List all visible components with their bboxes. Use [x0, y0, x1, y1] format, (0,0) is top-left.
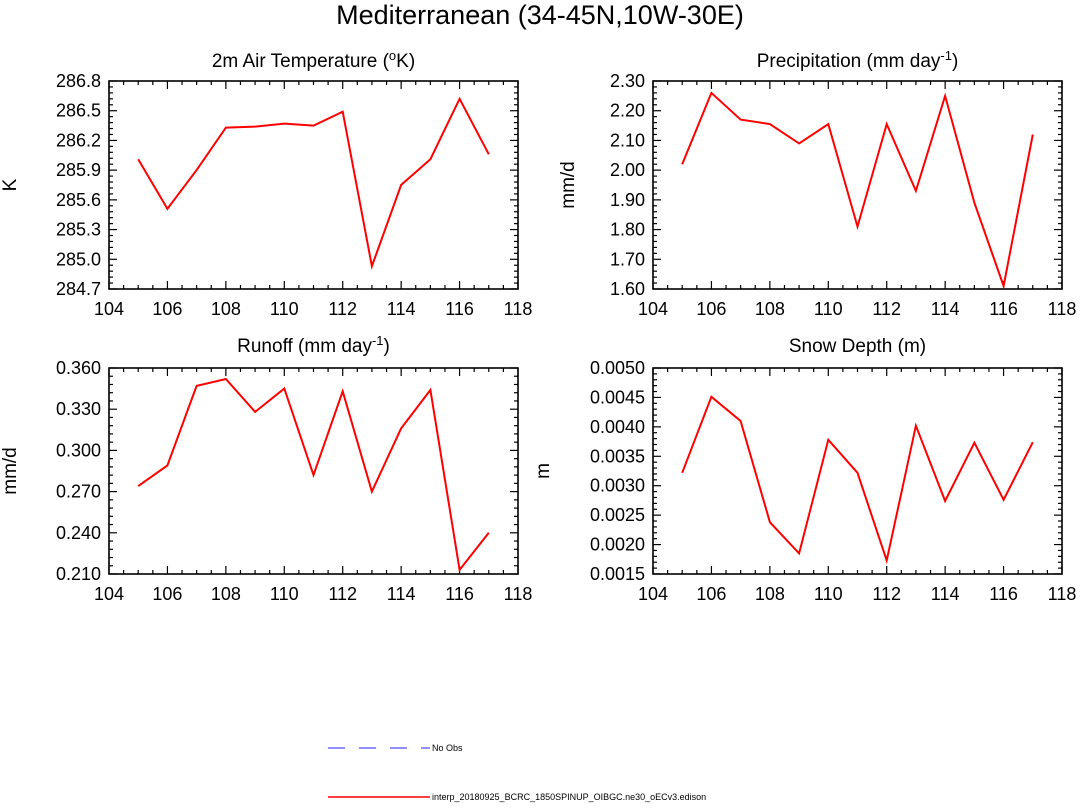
series-line — [681, 91, 1034, 290]
plot-frame — [652, 80, 1063, 290]
chart-title: 2m Air Temperature (oK) — [212, 48, 415, 72]
x-tick-label: 106 — [152, 299, 182, 319]
x-tick-label: 116 — [445, 299, 474, 319]
y-tick-label: 1.60 — [610, 279, 645, 299]
y-tick-label: 0.210 — [56, 564, 101, 584]
y-tick-label: 286.5 — [56, 101, 101, 121]
x-tick-label: 118 — [504, 299, 533, 319]
y-tick-label: 0.0045 — [590, 387, 645, 407]
y-tick-label: 0.270 — [56, 482, 101, 502]
x-tick-label: 114 — [931, 584, 960, 604]
chart-panel: Precipitation (mm day-1) mm/d 104 106 108 110… — [558, 48, 1076, 319]
x-tick-label: 114 — [387, 299, 416, 319]
x-tick-label: 108 — [755, 584, 785, 604]
y-tick-label: 0.0030 — [590, 476, 645, 496]
x-tick-label: 104 — [638, 299, 668, 319]
legend-label: interp_20180925_BCRC_1850SPINUP_OIBGC.ne… — [432, 792, 706, 802]
x-tick-label: 106 — [696, 584, 726, 604]
y-tick-label: 0.360 — [56, 358, 101, 378]
y-tick-label: 2.00 — [610, 160, 645, 180]
x-tick-label: 116 — [445, 584, 474, 604]
y-tick-label: 2.20 — [610, 101, 645, 121]
chart-panel: Runoff (mm day-1) mm/d 104 106 108 110 112 114 1… — [0, 333, 532, 604]
x-tick-label: 110 — [814, 299, 843, 319]
x-tick-label: 110 — [814, 584, 843, 604]
chart-title: Precipitation (mm day-1) — [757, 48, 959, 72]
y-tick-label: 285.6 — [56, 190, 101, 210]
y-axis-label: m — [533, 463, 554, 479]
x-tick-label: 108 — [755, 299, 785, 319]
legend-label: No Obs — [432, 743, 463, 753]
y-tick-label: 1.80 — [610, 220, 645, 240]
y-tick-label: 285.3 — [56, 220, 101, 240]
x-tick-label: 104 — [638, 584, 668, 604]
y-tick-label: 0.0025 — [590, 505, 645, 525]
y-tick-label: 0.0020 — [590, 535, 645, 555]
x-tick-label: 108 — [211, 584, 241, 604]
x-tick-label: 114 — [931, 299, 960, 319]
y-tick-label: 285.0 — [56, 249, 101, 269]
x-tick-label: 118 — [1048, 299, 1077, 319]
plot-frame — [108, 80, 519, 290]
x-tick-label: 114 — [387, 584, 416, 604]
x-tick-label: 104 — [94, 299, 124, 319]
y-tick-label: 0.0035 — [590, 446, 645, 466]
x-tick-label: 110 — [270, 584, 299, 604]
x-tick-label: 112 — [872, 299, 901, 319]
y-tick-label: 2.30 — [610, 71, 645, 91]
x-tick-label: 106 — [696, 299, 726, 319]
x-tick-label: 106 — [152, 584, 182, 604]
series-line — [137, 377, 490, 573]
series-line — [137, 96, 490, 270]
chart-panel: 2m Air Temperature (oK) K 104 106 108 110 112 1… — [0, 48, 532, 319]
x-tick-label: 112 — [328, 584, 357, 604]
chart-title: Runoff (mm day-1) — [237, 333, 390, 357]
y-axis-label: mm/d — [558, 161, 579, 209]
x-tick-label: 118 — [1048, 584, 1077, 604]
y-tick-label: 0.240 — [56, 523, 101, 543]
y-tick-label: 0.0015 — [590, 564, 645, 584]
x-tick-label: 118 — [504, 584, 533, 604]
chart-panel: Snow Depth (m) m 104 106 108 110 112 114 116 118 0… — [533, 336, 1076, 604]
x-tick-label: 116 — [989, 584, 1018, 604]
x-tick-label: 112 — [872, 584, 901, 604]
x-tick-label: 104 — [94, 584, 124, 604]
y-tick-label: 285.9 — [56, 160, 101, 180]
plot-frame — [108, 367, 519, 575]
y-tick-label: 0.330 — [56, 399, 101, 419]
x-tick-label: 110 — [270, 299, 299, 319]
y-tick-label: 0.0050 — [590, 358, 645, 378]
y-tick-label: 284.7 — [56, 279, 101, 299]
y-axis-label: mm/d — [0, 447, 21, 495]
y-tick-label: 0.300 — [56, 440, 101, 460]
series-line — [681, 395, 1034, 565]
y-axis-label: K — [0, 178, 21, 191]
y-tick-label: 1.90 — [610, 190, 645, 210]
y-tick-label: 0.0040 — [590, 417, 645, 437]
legend: No Obs interp_20180925_BCRC_1850SPINUP_OI… — [328, 743, 706, 802]
chart-title: Snow Depth (m) — [789, 336, 926, 357]
y-tick-label: 1.70 — [610, 249, 645, 269]
y-tick-label: 286.8 — [56, 71, 101, 91]
x-tick-label: 116 — [989, 299, 1018, 319]
figure-title: Mediterranean (34-45N,10W-30E) — [336, 0, 744, 30]
x-tick-label: 112 — [328, 299, 357, 319]
y-tick-label: 286.2 — [56, 130, 101, 150]
x-tick-label: 108 — [211, 299, 241, 319]
y-tick-label: 2.10 — [610, 130, 645, 150]
